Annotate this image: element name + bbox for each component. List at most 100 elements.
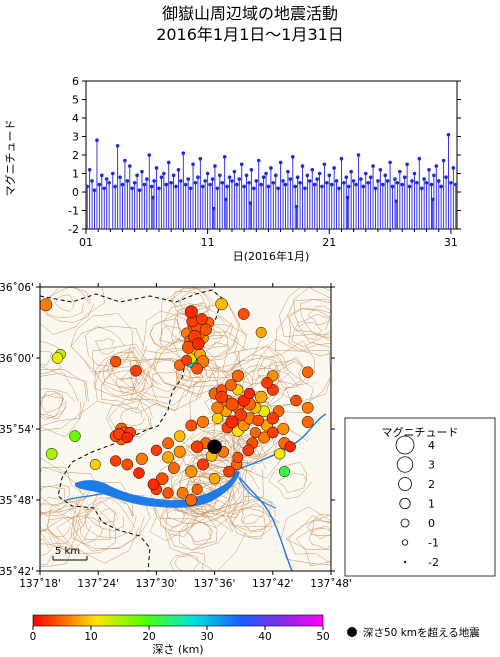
magnitude-point <box>166 160 171 165</box>
contour-line <box>307 305 331 325</box>
magnitude-point <box>110 171 115 176</box>
magnitude-point <box>393 177 397 181</box>
epicenter <box>284 441 296 453</box>
magnitude-point <box>92 188 97 192</box>
magnitude-point <box>366 180 371 185</box>
contour-line <box>274 308 331 356</box>
magnitude-point <box>419 186 424 191</box>
colorbar-ticks: 0 10 20 30 40 50 <box>30 626 330 643</box>
magnitude-point <box>200 184 205 189</box>
contour-line <box>227 496 276 533</box>
magnitude-point <box>288 177 293 181</box>
magnitude-point <box>230 179 234 183</box>
contour-line <box>111 359 139 381</box>
magnitude-point <box>220 180 225 185</box>
river <box>239 477 293 571</box>
contour-line <box>250 338 331 409</box>
epicenter <box>252 414 264 427</box>
map-y-tick-label: 36˚06' <box>0 282 34 294</box>
reservoir <box>75 470 240 508</box>
epicenter <box>190 440 204 453</box>
magnitude-point <box>224 197 228 202</box>
epicenter <box>150 444 163 456</box>
magnitude-point <box>205 171 210 176</box>
contour-line <box>101 358 159 411</box>
contour-line <box>257 340 331 407</box>
magnitude-point <box>179 179 183 183</box>
magnitude-point <box>208 182 212 187</box>
contour-line <box>295 526 331 550</box>
time-plot-x-ticks: 01 11 21 31 <box>79 229 458 249</box>
contour-line <box>169 551 206 571</box>
magnitude-point <box>225 184 229 189</box>
map-ticks: 137˚18' 137˚24' 137˚30' 137˚36' 137˚42' 137˚4… <box>0 282 352 590</box>
epicenter <box>277 423 290 435</box>
magnitude-point <box>102 186 107 191</box>
contour-line <box>142 310 194 354</box>
map-x-tick-label: 137˚24' <box>77 578 119 590</box>
magnitude-point <box>395 180 400 185</box>
magnitude-point <box>169 180 173 185</box>
contour-line <box>310 513 331 536</box>
magnitude-point <box>298 180 302 185</box>
y-tick-label: 1 <box>72 168 79 181</box>
magnitude-point <box>430 197 435 202</box>
magnitude-point <box>351 179 356 183</box>
contour-line <box>288 308 331 351</box>
legend-title: マグニチュード <box>382 425 459 439</box>
epicenter <box>255 326 267 338</box>
epicenter <box>191 362 204 375</box>
map-x-tick-label: 137˚48' <box>310 578 352 590</box>
magnitude-point <box>85 184 90 189</box>
magnitude-point <box>315 177 319 181</box>
chart-title-line2: 2016年1月1日～1月31日 <box>156 25 344 44</box>
magnitude-point <box>427 168 431 172</box>
epicenter <box>69 430 81 442</box>
epicenter <box>135 452 148 465</box>
epicenter <box>237 308 250 320</box>
magnitude-point <box>373 186 378 191</box>
magnitude-point <box>317 171 322 176</box>
contour-line <box>40 484 75 511</box>
magnitude-point <box>159 175 164 179</box>
magnitude-point <box>259 182 263 187</box>
magnitude-point <box>422 177 426 181</box>
contour-line <box>174 554 201 571</box>
contour-line <box>276 473 307 493</box>
magnitude-point <box>264 171 268 176</box>
colorbar-tick-label: 0 <box>30 631 37 643</box>
magnitude-point <box>325 180 329 185</box>
magnitude-point <box>210 177 215 181</box>
contour-line <box>84 497 137 539</box>
colorbar-tick-label: 50 <box>316 631 329 643</box>
magnitude-point <box>346 184 351 189</box>
epicenter <box>162 487 174 499</box>
magnitude-point <box>359 177 363 181</box>
magnitude-point <box>308 179 312 183</box>
river <box>65 491 111 501</box>
epicenter <box>254 390 268 404</box>
epicenter <box>191 483 203 495</box>
contour-line <box>240 503 265 525</box>
contour-line <box>40 388 76 420</box>
colorbar-tick-label: 30 <box>200 631 213 643</box>
magnitude-point <box>378 168 383 172</box>
contour-line <box>107 350 145 391</box>
contour-line <box>295 322 323 341</box>
magnitude-point <box>90 179 94 183</box>
magnitude-point <box>174 184 178 189</box>
magnitude-point <box>388 160 392 165</box>
contour-line <box>56 500 116 554</box>
y-tick-label: -2 <box>68 223 79 236</box>
magnitude-point <box>271 180 276 185</box>
magnitude-point <box>322 162 327 167</box>
magnitude-point <box>247 180 251 185</box>
legend-symbol <box>401 539 409 546</box>
depth-colorbar: 0 10 20 30 40 50 深さ (km) <box>30 614 330 656</box>
magnitude-point <box>137 188 142 192</box>
magnitude-point <box>115 143 120 148</box>
magnitude-point <box>276 186 280 191</box>
contour-line <box>40 340 62 375</box>
epicenter <box>301 415 314 428</box>
magnitude-stems <box>85 132 458 229</box>
